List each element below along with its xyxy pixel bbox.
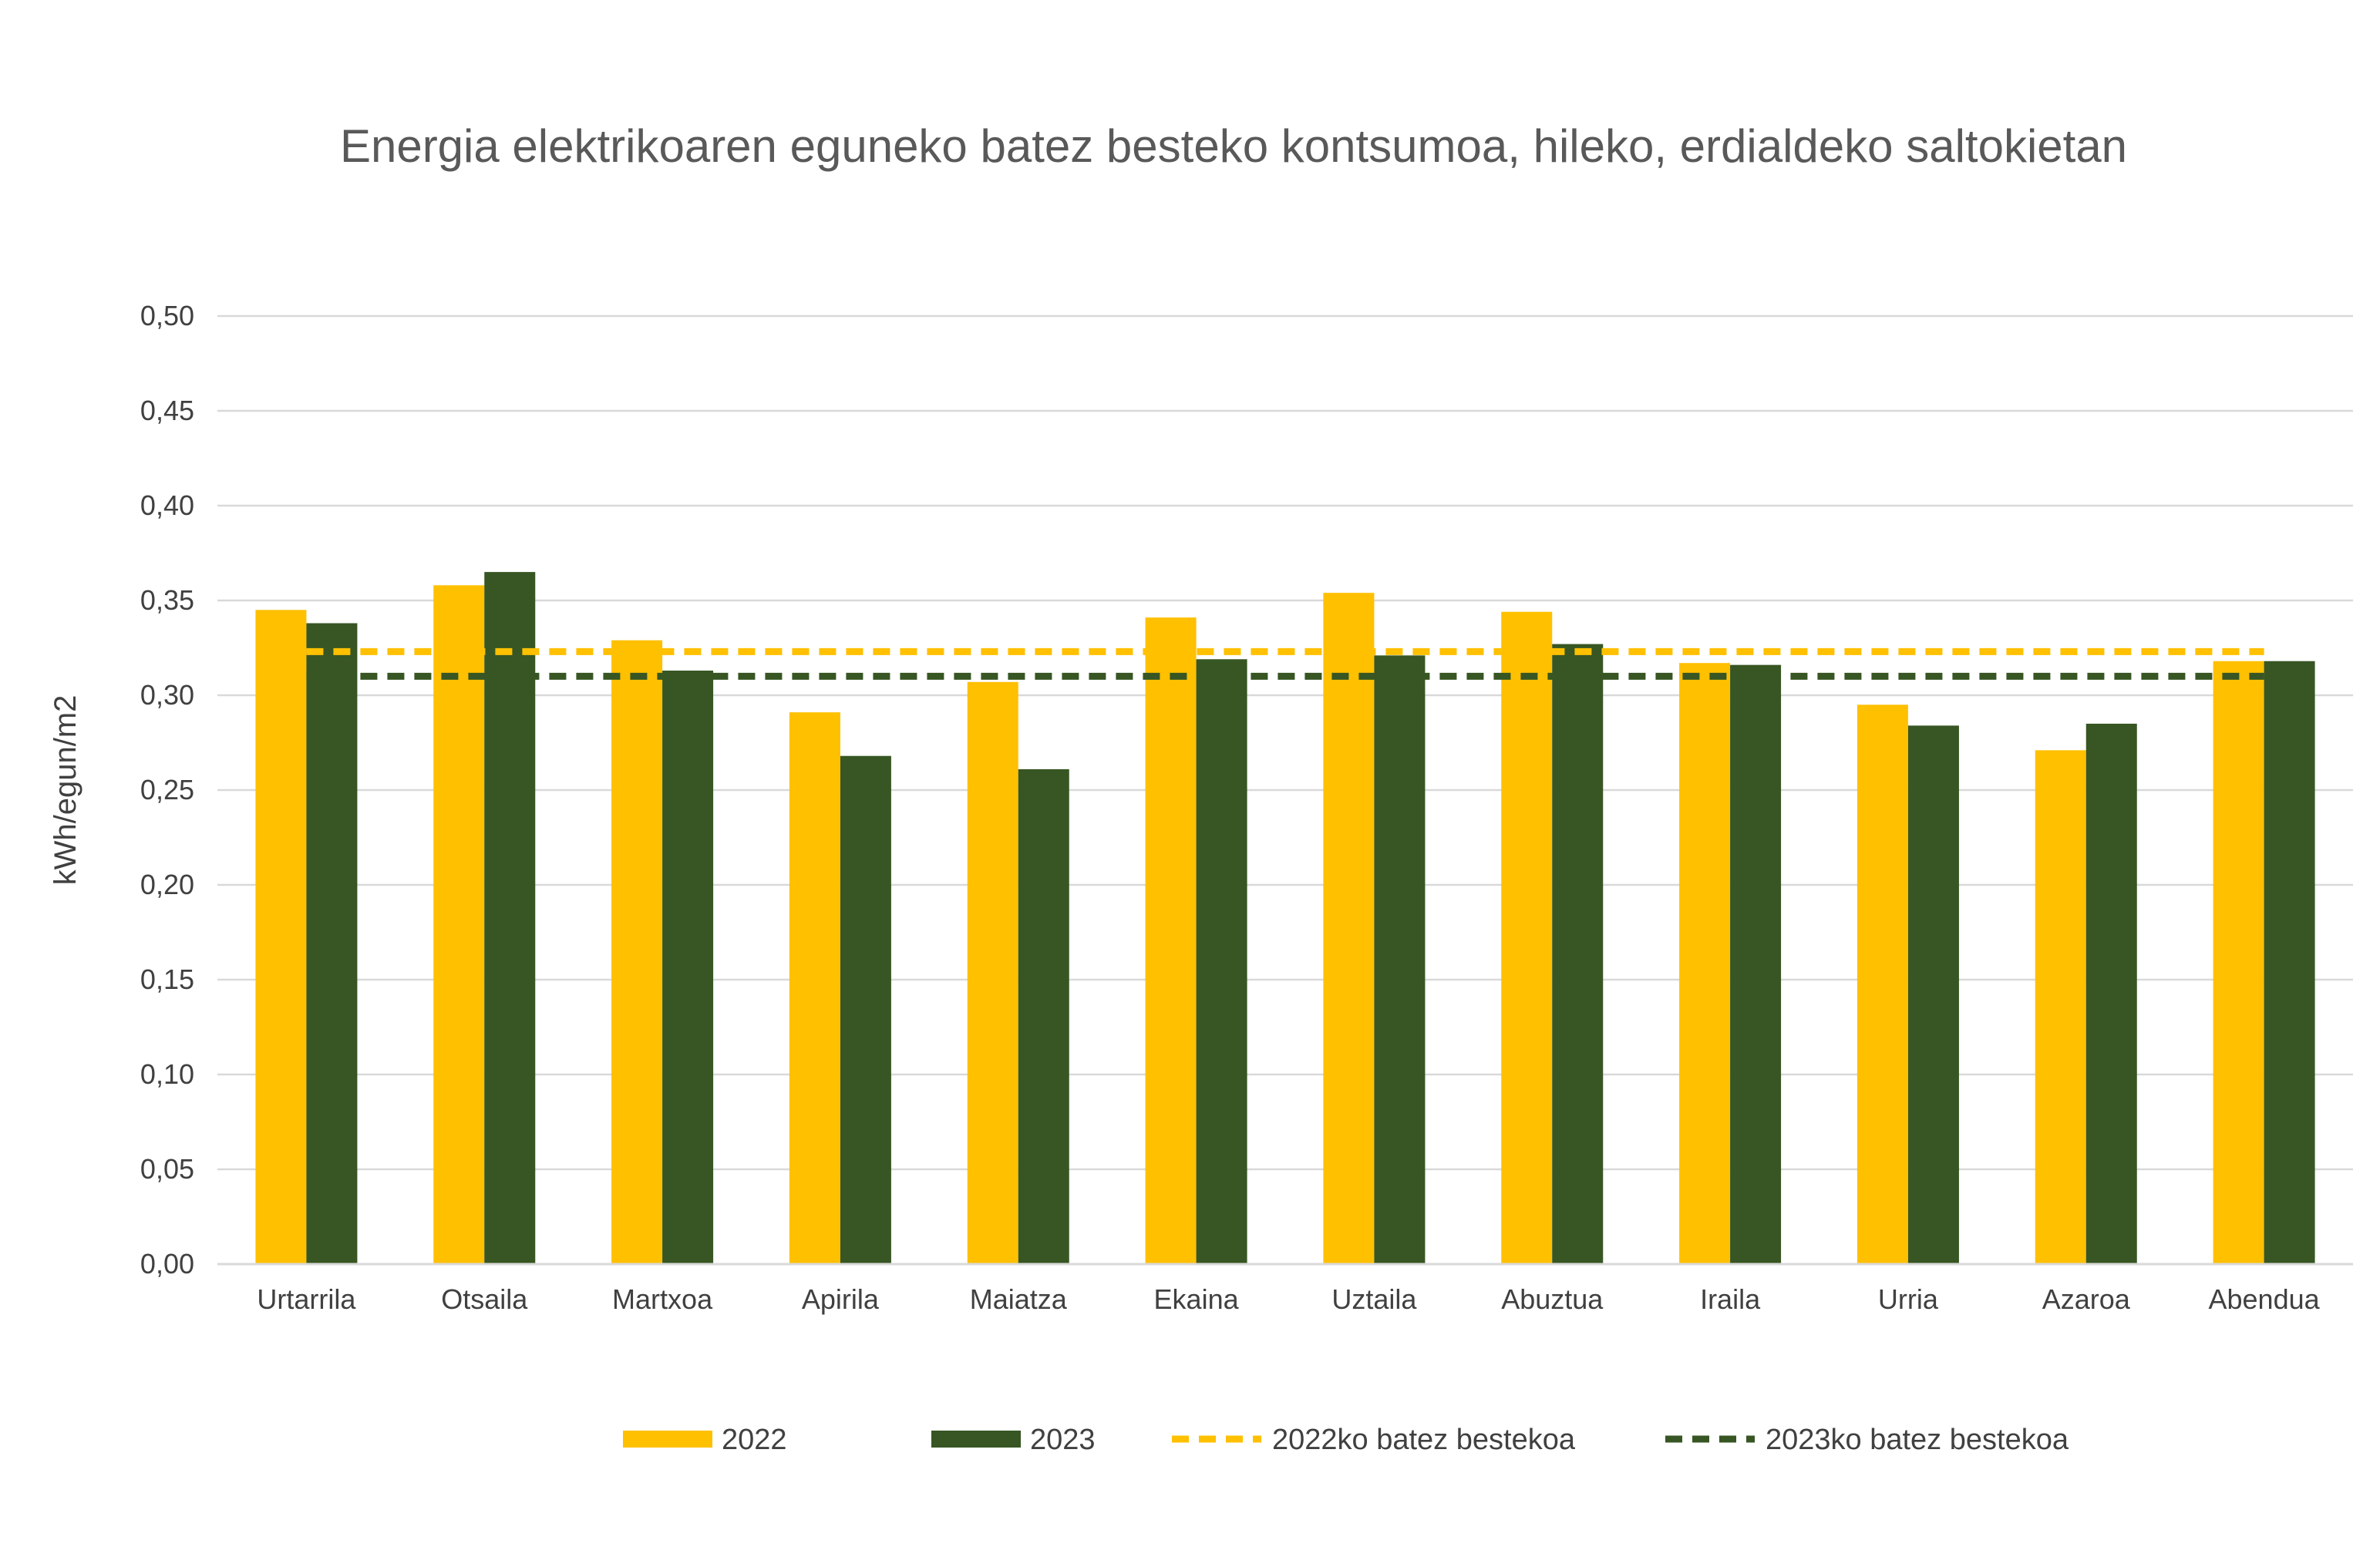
y-tick-label: 0,10 <box>140 1058 194 1090</box>
bar-2023-Abendua <box>2264 661 2315 1264</box>
x-tick-label: Ekaina <box>1154 1283 1240 1315</box>
x-tick-label: Azaroa <box>2042 1283 2131 1315</box>
y-tick-label: 0,15 <box>140 963 194 995</box>
bar-2023-Abuztua <box>1552 644 1604 1264</box>
y-tick-label: 0,00 <box>140 1248 194 1280</box>
bar-2023-Azaroa <box>2085 723 2137 1264</box>
bar-2022-Urtarrila <box>255 610 307 1264</box>
grid-lines <box>217 314 2353 1171</box>
y-tick-label: 0,05 <box>140 1153 194 1185</box>
x-axis-ticks: Urtarrila Otsaila Martxoa Apirila Maiatza Eka… <box>257 1283 2320 1315</box>
bar-2022-Abuztua <box>1501 611 1553 1264</box>
legend-label: 2022 <box>722 1424 787 1456</box>
bar-2022-Iraila <box>1679 663 1731 1264</box>
x-tick-label: Apirila <box>802 1283 880 1315</box>
y-axis-ticks: 0,00 0,05 0,10 0,15 0,20 0,25 0,30 0,35 0,40 0,45… <box>140 300 194 1280</box>
x-tick-label: Abendua <box>2209 1283 2321 1315</box>
y-tick-label: 0,45 <box>140 395 194 426</box>
x-tick-label: Urria <box>1878 1283 1939 1315</box>
legend: 2022 2023 2022ko batez bestekoa 2023ko bate… <box>623 1424 2069 1456</box>
bar-2023-Apirila <box>840 755 891 1264</box>
y-tick-label: 0,35 <box>140 584 194 616</box>
legend-swatch <box>623 1431 712 1448</box>
bar-2023-Urria <box>1907 725 1959 1264</box>
bar-2023-Uztaila <box>1374 655 1426 1264</box>
x-tick-label: Martxoa <box>612 1283 713 1315</box>
bar-2023-Maiatza <box>1018 768 1069 1264</box>
legend-label: 2023 <box>1030 1424 1096 1456</box>
y-tick-label: 0,50 <box>140 300 194 331</box>
bar-2023-Martxoa <box>662 671 714 1264</box>
y-tick-label: 0,30 <box>140 679 194 711</box>
bar-2022-Abendua <box>2213 661 2264 1264</box>
bar-2022-Maiatza <box>967 681 1018 1264</box>
bar-2023-Ekaina <box>1196 659 1247 1264</box>
average-lines <box>306 647 2264 680</box>
legend-item-2023: 2023 <box>931 1424 1096 1456</box>
bar-2023-Otsaila <box>484 572 536 1264</box>
x-tick-label: Otsaila <box>441 1283 528 1315</box>
chart-title: Energia elektrikoaren eguneko batez best… <box>340 120 2127 172</box>
x-tick-label: Uztaila <box>1331 1283 1417 1315</box>
y-tick-label: 0,25 <box>140 774 194 805</box>
bar-2022-Ekaina <box>1145 617 1197 1264</box>
legend-label: 2023ko batez bestekoa <box>1766 1424 2069 1456</box>
bar-2022-Uztaila <box>1323 593 1375 1264</box>
legend-swatch <box>931 1431 1021 1448</box>
y-tick-label: 0,20 <box>140 869 194 900</box>
x-tick-label: Abuztua <box>1501 1283 1604 1315</box>
bar-2022-Azaroa <box>2035 750 2086 1264</box>
x-tick-label: Urtarrila <box>257 1283 356 1315</box>
bar-2022-Apirila <box>789 712 840 1264</box>
x-tick-label: Iraila <box>1700 1283 1761 1315</box>
bars <box>255 572 2315 1264</box>
bar-2022-Urria <box>1857 705 1908 1264</box>
bar-2023-Urtarrila <box>306 623 358 1264</box>
bar-2022-Otsaila <box>433 585 485 1264</box>
x-tick-label: Maiatza <box>970 1283 1068 1315</box>
y-axis-label: kWh/egun/m2 <box>49 695 82 886</box>
bar-2022-Martxoa <box>611 640 663 1264</box>
legend-label: 2022ko batez bestekoa <box>1272 1424 1576 1456</box>
legend-item-2022ko batez bestekoa: 2022ko batez bestekoa <box>1172 1424 1576 1456</box>
y-tick-label: 0,40 <box>140 489 194 521</box>
legend-item-2022: 2022 <box>623 1424 787 1456</box>
legend-item-2023ko batez bestekoa: 2023ko batez bestekoa <box>1665 1424 2069 1456</box>
bar-2023-Iraila <box>1730 664 1782 1264</box>
